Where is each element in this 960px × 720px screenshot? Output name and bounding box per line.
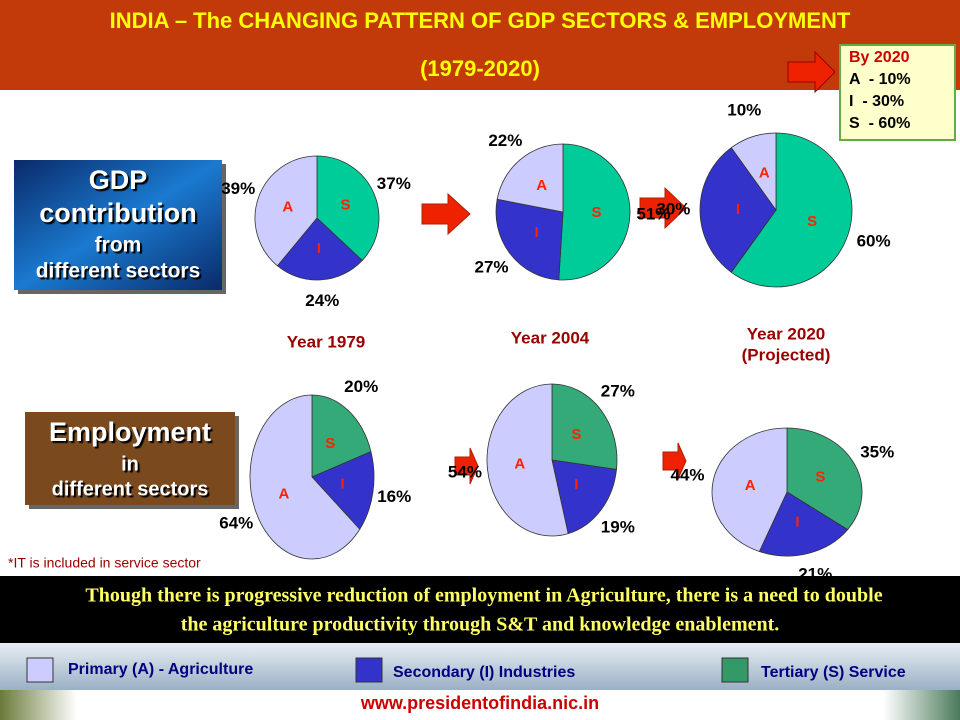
legend: Primary (A) - Agriculture Secondary (I) I… xyxy=(26,657,906,683)
pie-slice xyxy=(249,394,361,560)
slice-value-label: 35% xyxy=(860,442,894,461)
row-label: from xyxy=(95,234,142,257)
slice-letter: I xyxy=(736,201,740,218)
pie-title: Year 2004 xyxy=(511,328,590,347)
row-label-box xyxy=(25,412,235,505)
footer-band xyxy=(0,690,960,720)
slice-letter: A xyxy=(282,198,293,215)
arrow xyxy=(787,50,836,94)
slice-value-label: 60% xyxy=(857,232,891,251)
message-band xyxy=(0,576,960,643)
row-label-box xyxy=(14,160,222,290)
arrow xyxy=(454,447,479,485)
pie-slice xyxy=(316,155,380,262)
callout-line: S - 60% xyxy=(849,115,910,132)
slice-letter: A xyxy=(279,485,290,502)
slice-value-label: 39% xyxy=(221,179,255,198)
footer: www.presidentofindia.nic.in xyxy=(360,693,599,713)
slice-value-label: 30% xyxy=(656,199,690,218)
slice-value-label: 54% xyxy=(448,462,482,481)
slice-letter: S xyxy=(815,468,825,485)
pie-slice xyxy=(254,155,318,267)
callout-line: I - 30% xyxy=(849,93,904,110)
slice-value-label: 37% xyxy=(377,174,411,193)
legend-swatch xyxy=(355,657,383,683)
pie-slice xyxy=(730,132,777,212)
message: the agriculture productivity through S&T… xyxy=(181,614,780,636)
title: INDIA – The CHANGING PATTERN OF GDP SECT… xyxy=(110,8,851,33)
slice-letter: S xyxy=(591,204,601,221)
slice-letter: S xyxy=(807,213,817,230)
slice-letter: S xyxy=(325,435,335,452)
callout-title: By 2020 xyxy=(849,49,910,66)
slice-letter: I xyxy=(534,224,538,241)
legend-label: Tertiary (S) Service xyxy=(761,664,906,681)
row-label: GDP xyxy=(89,165,148,195)
pie-slice xyxy=(758,491,849,557)
row-label: in xyxy=(121,453,139,475)
row-label: different sectors xyxy=(52,478,209,500)
slice-value-label: 22% xyxy=(488,131,522,150)
pie-title: Year 2020 xyxy=(747,324,825,343)
pie-slice xyxy=(558,143,631,281)
slice-letter: I xyxy=(795,514,799,531)
pie-slice xyxy=(311,451,375,530)
slice-value-label: 21% xyxy=(798,564,832,583)
subtitle: (1979-2020) xyxy=(420,56,540,81)
slice-value-label: 44% xyxy=(671,465,705,484)
pie-slice xyxy=(551,383,618,470)
slice-letter: A xyxy=(745,477,756,494)
pie-slice xyxy=(276,217,363,281)
slice-letter: A xyxy=(536,177,547,194)
arrow xyxy=(421,192,471,236)
note: *IT is included in service sector xyxy=(8,555,201,571)
arrow xyxy=(662,442,687,480)
pie-slice xyxy=(486,383,569,537)
pie-slice xyxy=(496,143,564,213)
pie-subtitle: (Projected) xyxy=(742,345,831,364)
slice-letter: I xyxy=(574,476,578,493)
pie-title: Year 1979 xyxy=(287,332,365,351)
pie-slice xyxy=(711,427,788,553)
pie-slice xyxy=(730,132,853,288)
slice-letter: S xyxy=(571,426,581,443)
slice-value-label: 27% xyxy=(601,382,635,401)
legend-label: Primary (A) - Agriculture xyxy=(68,661,253,678)
slice-value-label: 64% xyxy=(219,514,253,533)
callout-box xyxy=(839,44,956,141)
slice-value-label: 16% xyxy=(377,487,411,506)
row-label: contribution xyxy=(39,198,196,228)
slice-letter: I xyxy=(317,240,321,257)
slice-value-label: 10% xyxy=(727,101,761,120)
slice-letter: A xyxy=(514,456,525,473)
legend-band xyxy=(0,643,960,690)
row-label: Employment xyxy=(49,417,211,447)
row-label: different sectors xyxy=(36,260,201,283)
arrow xyxy=(639,186,687,230)
slice-letter: S xyxy=(340,197,350,214)
pie-slice xyxy=(311,394,372,478)
message: Though there is progressive reduction of… xyxy=(85,585,882,607)
slice-letter: A xyxy=(759,164,770,181)
legend-label: Secondary (I) Industries xyxy=(393,664,575,681)
pie-slice xyxy=(551,459,617,535)
legend-swatch xyxy=(26,657,54,683)
legend-swatch xyxy=(721,657,749,683)
slice-value-label: 19% xyxy=(601,517,635,536)
slice-value-label: 20% xyxy=(344,377,378,396)
callout-line: A - 10% xyxy=(849,71,911,88)
pie-slice xyxy=(495,198,564,281)
slice-value-label: 24% xyxy=(305,291,339,310)
slice-value-label: 51% xyxy=(636,204,670,223)
slice-value-label: 27% xyxy=(475,258,509,277)
slice-letter: I xyxy=(340,476,344,493)
pie-slice xyxy=(786,427,863,531)
pie-slice xyxy=(699,147,777,273)
